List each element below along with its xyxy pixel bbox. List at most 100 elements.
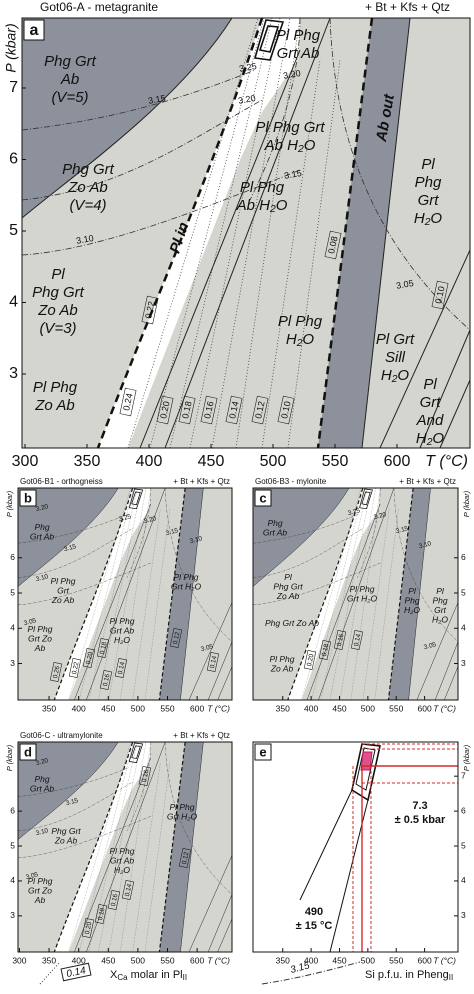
panel-letter-box xyxy=(254,489,272,507)
xca-isopleth-label: 0.18 xyxy=(97,907,107,921)
field-label-line: Phg xyxy=(34,522,49,532)
field-label-line: (V=3) xyxy=(39,320,76,337)
si-isopleth-label: 3.15 xyxy=(165,527,179,537)
xca-box xyxy=(138,766,152,786)
field-label-line: Pl xyxy=(436,586,445,596)
legend-si-value: 3.15 xyxy=(289,960,311,976)
legend-xca-box xyxy=(60,962,92,982)
legend-xca-value: 0.14 xyxy=(65,965,87,980)
xca-isopleth-label: 0.26 xyxy=(52,665,62,679)
field-label-line: Pl xyxy=(51,266,65,283)
xca-isopleth-label: 0.16 xyxy=(110,893,120,907)
field-label-line: Grt H₂O xyxy=(347,594,378,604)
field-label-line: Pl xyxy=(408,586,417,596)
field-label-line: H₂O xyxy=(416,430,445,447)
si-isopleth-label: 3.10 xyxy=(189,535,203,545)
si-isopleth-label: 3.20 xyxy=(373,511,387,521)
x-tick-label: 400 xyxy=(136,453,163,470)
y-tick-label: 4 xyxy=(9,294,18,311)
field-label-line: Zo Ab xyxy=(34,397,74,414)
xca-box xyxy=(114,658,128,678)
panel-title: Got06-C - ultramylonite xyxy=(20,731,103,740)
x-tick-label: 450 xyxy=(101,955,115,965)
field-label-line: (V=5) xyxy=(51,89,88,106)
field-label: Pl Phg Grt Zo Ab xyxy=(50,576,75,605)
field-label-line: Zo Ab xyxy=(276,591,300,601)
legend-part: II xyxy=(183,973,187,982)
x-tick-label: 550 xyxy=(160,955,174,965)
y-tick-label: 5 xyxy=(461,587,466,597)
field-label-line: Grt Ab xyxy=(30,532,55,542)
xca-box xyxy=(431,280,449,310)
panel: Got06-B3 - mylonite + Bt + Kfs + Qtz c 350 4… xyxy=(252,477,471,713)
field-label-line: Phg Grt xyxy=(51,826,81,836)
xca-isopleth-label: 0.16 xyxy=(102,673,112,687)
xca-box xyxy=(318,640,332,660)
x-tick-label: 400 xyxy=(304,703,318,713)
panel-title: Got06-B3 - mylonite xyxy=(255,477,327,486)
pressure-error: ± 0.5 kbar xyxy=(395,814,446,826)
si-isopleth-label: 3.25 xyxy=(347,507,361,517)
xca-isopleth-label: 0.18 xyxy=(99,641,109,655)
xca-isopleth: 0.16 xyxy=(200,395,218,425)
xca-isopleth: 0.18 xyxy=(178,395,196,425)
panel-letter: a xyxy=(30,22,39,39)
field-label-line: Phg Grt xyxy=(44,53,97,70)
field-label: Pl Phg Grt H₂O xyxy=(347,584,378,604)
field-label-line: Grt Zo xyxy=(28,634,52,644)
field-label: Pl Phg Grt H₂O xyxy=(171,572,202,592)
field-label-line: H₂O xyxy=(114,865,130,875)
field-label-line: Zo Ab xyxy=(67,179,107,196)
y-tick-label: 3 xyxy=(461,910,466,920)
xca-isopleth: 0.12 xyxy=(169,628,183,648)
x-tick-label: 350 xyxy=(276,955,290,965)
xca-isopleth: 0.26 xyxy=(49,662,63,682)
pressure-estimate: 7.3 xyxy=(412,800,427,812)
field-label-line: Pl Phg xyxy=(109,616,134,626)
xca-isopleth: 0.22 xyxy=(141,295,159,325)
xca-isopleth-label: 0.14 xyxy=(117,661,127,675)
xca-box xyxy=(68,658,82,678)
field-label-line: Ab xyxy=(34,643,46,653)
field-label: Phg Grt Ab xyxy=(30,774,55,794)
field-label: Phg Grt Zo Ab xyxy=(265,618,319,628)
x-tick-label: 300 xyxy=(12,955,26,965)
field-label-line: Pl Phg xyxy=(50,576,75,586)
field-label: Pl Grt And H₂O xyxy=(416,376,445,447)
field-label: Pl Phg Grt H₂O xyxy=(167,802,198,822)
x-tick-label: 550 xyxy=(389,955,403,965)
legend-si-line xyxy=(261,961,361,985)
field-label-line: Grt Ab xyxy=(110,856,135,866)
field-label-line: Grt H₂O xyxy=(171,582,202,592)
x-tick-label: 500 xyxy=(131,703,145,713)
y-axis-label: P (kbar) xyxy=(462,744,471,771)
si-isopleth-label: 3.20 xyxy=(143,515,157,525)
field-label-line: Phg xyxy=(34,774,49,784)
y-tick-label: 3 xyxy=(10,910,15,920)
field-label: Pl Phg Grt Zo Ab (V=3) xyxy=(32,266,85,337)
field-label-line: Pl Phg xyxy=(33,379,78,396)
xca-isopleth-label: 0.18 xyxy=(321,643,331,657)
panel-assemblage: + Bt + Kfs + Qtz xyxy=(173,477,230,486)
x-tick-label: 550 xyxy=(160,703,174,713)
field-label-line: Pl Phg xyxy=(269,654,294,664)
y-tick-label: 5 xyxy=(461,840,466,850)
si-isopleth-label: 3.15 xyxy=(63,543,77,553)
y-tick-label: 3 xyxy=(10,658,15,668)
plot-frame xyxy=(252,487,459,701)
field-label: Pl Phg H₂O xyxy=(278,313,323,348)
xca-isopleth-label: 0.14 xyxy=(227,400,240,419)
y-tick-label: 4 xyxy=(10,623,15,633)
xca-box xyxy=(119,387,137,417)
field-label-line: Pl Phg xyxy=(276,27,321,44)
field-label: Pl Phg Grt Ab H₂O xyxy=(109,616,134,645)
y-tick-label: 6 xyxy=(10,805,15,815)
y-tick-label: 5 xyxy=(9,222,18,239)
xca-isopleth: 0.12 xyxy=(178,848,192,868)
x-axis-label: T (°C) xyxy=(207,703,230,713)
si-isopleth-label: 3.20 xyxy=(35,757,49,767)
field-label-line: Grt H₂O xyxy=(167,812,198,822)
field-label-line: Grt Ab xyxy=(263,528,288,538)
x-tick-label: 350 xyxy=(74,453,101,470)
estimate-lines xyxy=(352,743,458,952)
